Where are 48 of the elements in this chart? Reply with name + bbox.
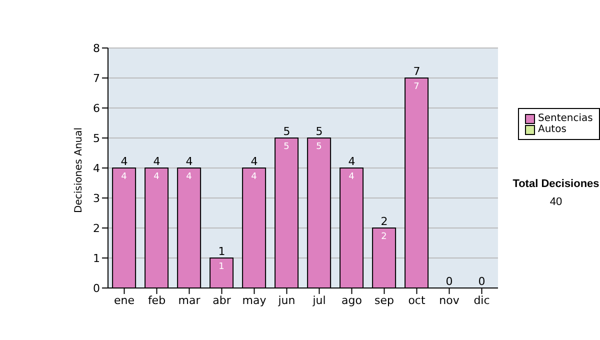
total-label: 1: [218, 245, 226, 258]
x-tick-label: oct: [408, 294, 426, 307]
x-tick-label: nov: [439, 294, 460, 307]
y-tick-label: 6: [93, 102, 100, 115]
total-label: 4: [120, 155, 128, 168]
text: 40: [548, 196, 564, 208]
y-tick-label: 1: [93, 252, 100, 265]
total-label: 2: [380, 215, 388, 228]
total-label: 0: [446, 275, 453, 288]
data-label: 4: [251, 172, 258, 182]
total-label: 0: [478, 275, 486, 288]
y-tick-label: 5: [93, 132, 100, 145]
data-label: 5: [316, 142, 322, 152]
x-tick-label: abr: [212, 294, 232, 307]
x-tick-label: feb: [148, 294, 166, 307]
y-tick-label: 3: [93, 192, 100, 205]
legend-label: Autos: [538, 124, 566, 135]
x-tick-label: sep: [374, 294, 394, 307]
y-tick-label: 7: [93, 72, 100, 85]
x-tick-label: jul: [312, 294, 326, 307]
total-label: 5: [316, 125, 323, 138]
y-tick-label: 2: [93, 222, 100, 235]
data-label: 1: [218, 262, 224, 272]
x-tick-label: ene: [114, 294, 135, 307]
y-tick-label: 4: [93, 162, 100, 175]
data-label: 4: [154, 172, 160, 182]
x-tick-label: ago: [342, 294, 362, 307]
x-tick-label: may: [242, 294, 267, 307]
data-label: 4: [121, 172, 128, 182]
y-tick-label: 8: [93, 42, 100, 55]
x-tick-label: mar: [178, 294, 201, 307]
data-label: 4: [186, 172, 192, 182]
data-label: 2: [381, 232, 387, 242]
total-label: 4: [250, 155, 258, 168]
data-label: 7: [414, 82, 420, 92]
x-tick-label: jun: [277, 294, 296, 307]
total-label: 4: [348, 155, 356, 168]
text: Total Decisiones: [512, 178, 600, 190]
data-label: 5: [284, 142, 290, 152]
total-label: 7: [413, 65, 420, 78]
y-tick-label: 0: [93, 282, 100, 295]
total-label: 4: [186, 155, 193, 168]
data-label: 4: [348, 172, 355, 182]
legend-label: Sentencias: [538, 113, 593, 124]
y-axis-title: Decisiones Anual: [74, 127, 85, 213]
total-label: 4: [153, 155, 160, 168]
total-label: 5: [283, 125, 290, 138]
x-tick-label: dic: [474, 294, 490, 307]
